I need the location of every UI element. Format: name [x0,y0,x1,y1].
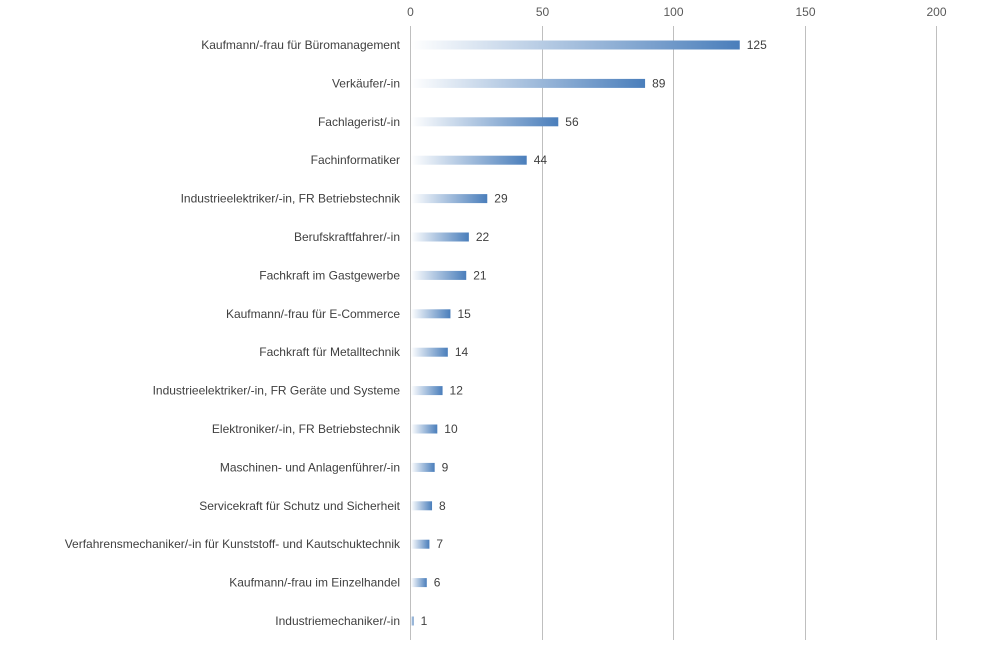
bar [411,78,646,88]
bar [411,155,527,165]
category-label: Servicekraft für Schutz und Sicherheit [199,499,400,513]
bar [411,270,467,280]
data-label: 125 [747,38,767,52]
category-label: Industrieelektriker/-in, FR Geräte und S… [153,384,401,398]
data-label: 44 [534,153,548,167]
category-label: Verkäufer/-in [332,76,400,90]
x-tick-label: 100 [663,5,683,19]
category-label: Kaufmann/-frau für Büromanagement [201,38,400,52]
category-label: Elektroniker/-in, FR Betriebstechnik [212,422,401,436]
gridlines [410,26,937,640]
bar [411,462,435,472]
bar [411,424,438,434]
bar [411,501,433,511]
bar [411,232,469,242]
category-label: Fachlagerist/-in [318,115,400,129]
x-tick-label: 50 [536,5,550,19]
category-label: Kaufmann/-frau für E-Commerce [226,307,400,321]
bar [411,194,488,204]
x-tick-label: 0 [407,5,414,19]
category-label: Maschinen- und Anlagenführer/-in [220,460,400,474]
category-label: Fachkraft im Gastgewerbe [259,268,400,282]
bar [411,309,451,319]
data-labels: 125 89 56 44 29 22 21 15 14 12 10 9 8 7 6 1 [421,38,767,628]
category-label: Fachinformatiker [311,153,400,167]
x-tick-label: 200 [926,5,946,19]
data-label: 9 [442,460,449,474]
bar [411,40,740,50]
data-label: 56 [565,115,579,129]
x-tick-label: 150 [795,5,815,19]
data-label: 21 [473,268,487,282]
bar [411,616,414,626]
data-label: 14 [455,345,469,359]
category-label: Industriemechaniker/-in [275,614,400,628]
data-label: 15 [457,307,471,321]
x-axis-ticks: 0 50 100 150 200 [407,5,947,19]
category-label: Berufskraftfahrer/-in [294,230,400,244]
data-label: 1 [421,614,428,628]
data-label: 10 [444,422,458,436]
category-label: Kaufmann/-frau im Einzelhandel [229,576,400,590]
data-label: 89 [652,76,666,90]
data-label: 7 [436,537,443,551]
bar [411,539,430,549]
bar [411,347,448,357]
bars [411,40,740,626]
bar [411,117,559,127]
category-labels: Kaufmann/-frau für Büromanagement Verkäuf… [65,38,401,628]
bar [411,386,443,396]
bar [411,578,427,588]
data-label: 8 [439,499,446,513]
category-label: Verfahrensmechaniker/-in für Kunststoff-… [65,537,401,551]
data-label: 6 [434,576,441,590]
data-label: 22 [476,230,490,244]
category-label: Industrieelektriker/-in, FR Betriebstech… [181,192,401,206]
data-label: 29 [494,192,508,206]
category-label: Fachkraft für Metalltechnik [259,345,401,359]
data-label: 12 [450,384,464,398]
